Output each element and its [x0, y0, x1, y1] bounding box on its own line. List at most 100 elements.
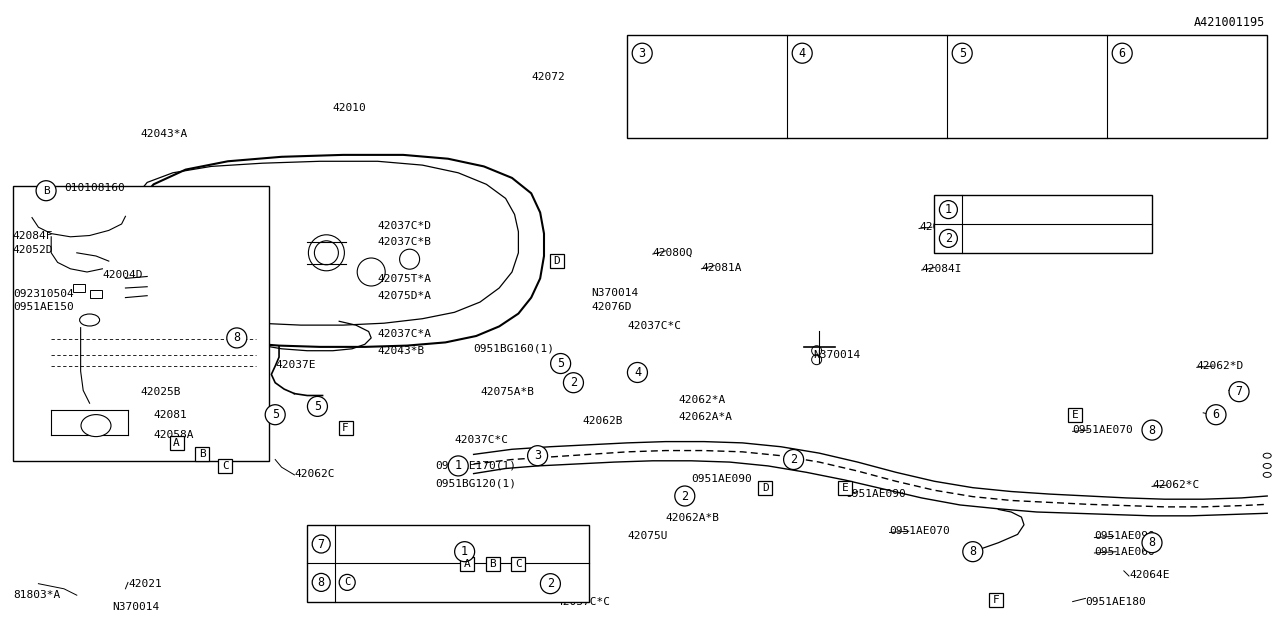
Text: 5: 5: [271, 408, 279, 421]
Text: C: C: [221, 461, 229, 471]
Text: 2: 2: [945, 232, 952, 245]
Text: 42037B*B: 42037B*B: [657, 47, 713, 60]
Text: 42037C*B: 42037C*B: [378, 237, 431, 247]
Text: 6: 6: [1212, 408, 1220, 421]
Bar: [838, 481, 851, 495]
Text: 0951AE060: 0951AE060: [1094, 547, 1155, 557]
Circle shape: [632, 44, 653, 63]
Ellipse shape: [1263, 463, 1271, 468]
Text: 42062*C: 42062*C: [1152, 480, 1199, 490]
Circle shape: [1142, 532, 1162, 553]
Text: 7: 7: [1235, 385, 1243, 398]
Text: 42037C*A: 42037C*A: [378, 329, 431, 339]
Text: 42075A*B: 42075A*B: [480, 387, 534, 397]
Text: 42062*D: 42062*D: [1197, 361, 1244, 371]
Text: 42075U: 42075U: [627, 531, 668, 541]
Text: 42025B: 42025B: [141, 387, 182, 397]
Text: A: A: [463, 559, 471, 570]
Text: 42037C*D: 42037C*D: [378, 221, 431, 231]
Text: E: E: [841, 483, 849, 493]
Text: N370014: N370014: [113, 602, 160, 612]
Text: 092310504: 092310504: [13, 289, 73, 300]
Text: 1: 1: [454, 460, 462, 472]
Bar: [1069, 408, 1082, 422]
Circle shape: [675, 486, 695, 506]
Ellipse shape: [1263, 472, 1271, 477]
Bar: [73, 284, 86, 292]
Bar: [307, 525, 589, 602]
Text: 8: 8: [233, 332, 241, 344]
Text: 3: 3: [534, 449, 541, 462]
Ellipse shape: [79, 314, 100, 326]
Text: 42084I: 42084I: [922, 264, 963, 274]
Text: 7: 7: [317, 538, 325, 550]
Circle shape: [527, 445, 548, 466]
Text: 42062A*A: 42062A*A: [678, 412, 732, 422]
Text: N370014: N370014: [591, 288, 639, 298]
Text: 42037B*D: 42037B*D: [1137, 47, 1193, 60]
Text: 010108160: 010108160: [64, 183, 124, 193]
Circle shape: [307, 396, 328, 417]
Text: 2: 2: [681, 490, 689, 502]
Text: 42043*B: 42043*B: [378, 346, 425, 356]
Circle shape: [1229, 381, 1249, 402]
Circle shape: [963, 541, 983, 562]
Circle shape: [312, 535, 330, 553]
Text: 42072: 42072: [531, 72, 564, 82]
Bar: [13, 186, 269, 461]
Text: C: C: [515, 559, 522, 570]
Text: 42062C: 42062C: [294, 468, 335, 479]
Bar: [486, 557, 499, 572]
Text: 42062A*B: 42062A*B: [666, 513, 719, 524]
Circle shape: [312, 573, 330, 591]
Ellipse shape: [1263, 453, 1271, 458]
Text: 42043*A: 42043*A: [141, 129, 188, 140]
Text: 4: 4: [799, 47, 806, 60]
Text: 1: 1: [945, 203, 952, 216]
Text: 0951AE070: 0951AE070: [1073, 425, 1133, 435]
Text: W18601: W18601: [968, 203, 1012, 216]
Text: D: D: [553, 256, 561, 266]
Text: C: C: [344, 577, 351, 588]
Text: N370014: N370014: [813, 350, 860, 360]
Circle shape: [563, 372, 584, 393]
Text: 0951AE180: 0951AE180: [1085, 596, 1146, 607]
Circle shape: [783, 449, 804, 470]
Text: 2: 2: [790, 453, 797, 466]
Text: 42037B*E: 42037B*E: [817, 47, 873, 60]
Text: 42037D: 42037D: [977, 47, 1019, 60]
Circle shape: [448, 456, 468, 476]
Circle shape: [36, 180, 56, 201]
Text: 42037C*C: 42037C*C: [627, 321, 681, 332]
Text: 5: 5: [557, 357, 564, 370]
Circle shape: [1206, 404, 1226, 425]
Bar: [627, 35, 1267, 138]
Text: 0951AE070: 0951AE070: [890, 526, 950, 536]
Text: 2: 2: [547, 577, 554, 590]
Bar: [550, 254, 563, 268]
Bar: [170, 436, 183, 450]
Text: 81803*A: 81803*A: [13, 590, 60, 600]
Text: B: B: [489, 559, 497, 570]
Circle shape: [952, 44, 973, 63]
Circle shape: [792, 44, 813, 63]
Text: 0951AE090: 0951AE090: [845, 489, 905, 499]
Text: B: B: [42, 186, 50, 196]
Text: 42076D: 42076D: [591, 302, 632, 312]
Circle shape: [1142, 420, 1162, 440]
Text: 5: 5: [959, 47, 966, 60]
Circle shape: [454, 541, 475, 562]
Text: 3: 3: [639, 47, 646, 60]
Circle shape: [940, 200, 957, 219]
Text: 4: 4: [634, 366, 641, 379]
Text: 0951AE170(1): 0951AE170(1): [435, 461, 516, 471]
Text: 42052D: 42052D: [13, 244, 54, 255]
Text: F: F: [342, 422, 349, 433]
Text: 42021: 42021: [128, 579, 161, 589]
Bar: [90, 291, 102, 298]
Text: 8: 8: [317, 576, 325, 589]
Text: 42062B: 42062B: [582, 416, 623, 426]
Bar: [461, 557, 474, 572]
Circle shape: [540, 573, 561, 594]
Text: E: E: [1071, 410, 1079, 420]
